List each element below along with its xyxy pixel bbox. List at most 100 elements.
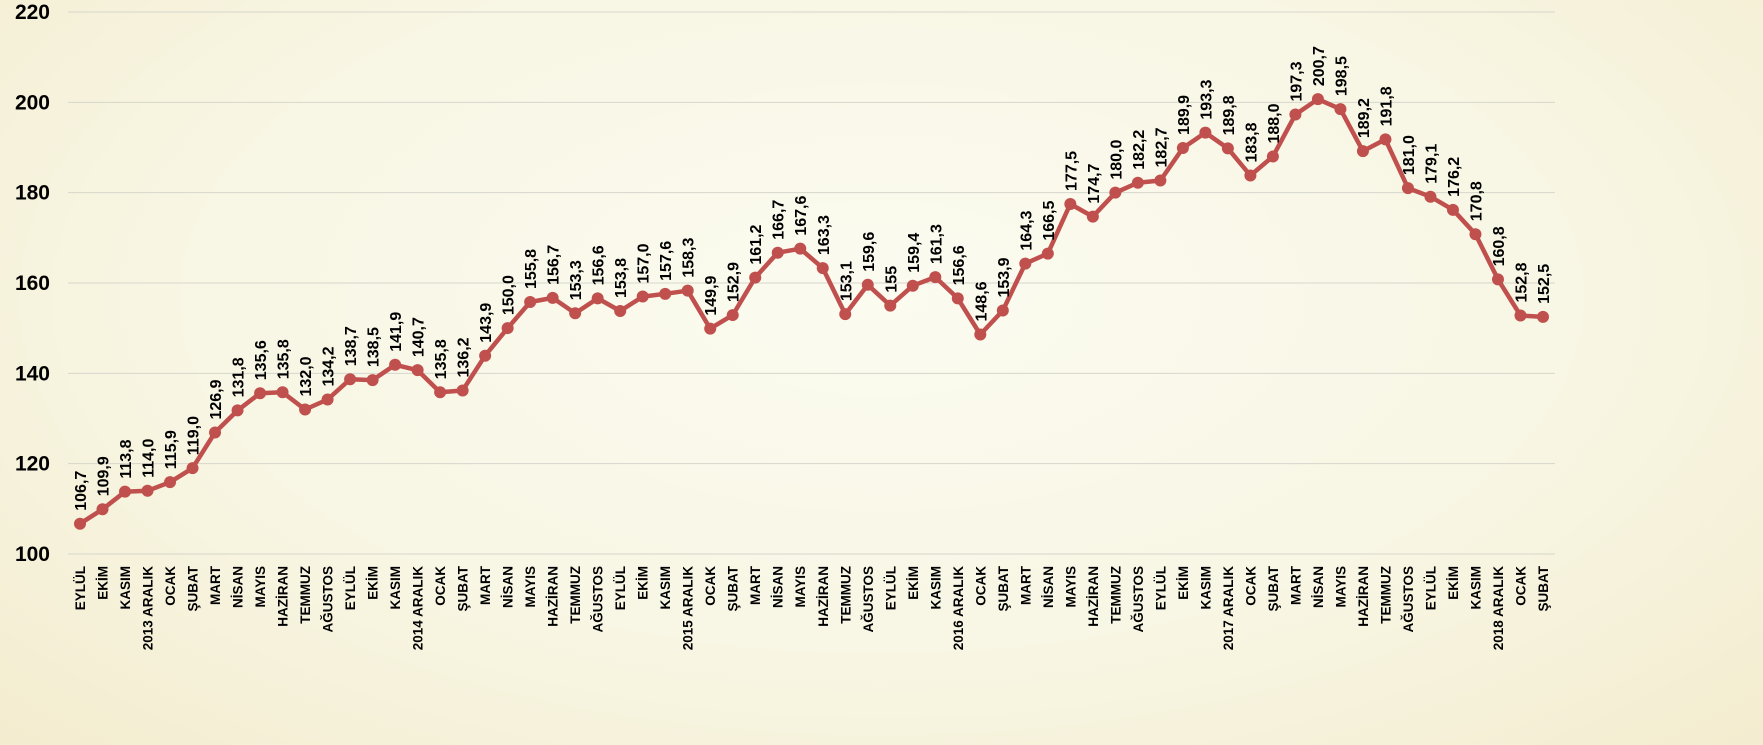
data-point: [614, 305, 627, 318]
data-label: 159,4: [906, 233, 923, 273]
data-point: [1334, 103, 1347, 116]
x-tick-label: AĞUSTOS: [1401, 566, 1416, 633]
data-point: [1424, 190, 1437, 203]
data-point: [906, 279, 919, 292]
data-label: 114,0: [141, 439, 158, 478]
data-label: 170,8: [1468, 181, 1485, 221]
gridlines: [68, 11, 1555, 555]
data-label: 149,9: [703, 275, 720, 315]
data-point: [231, 404, 244, 417]
data-point: [1176, 141, 1189, 154]
x-tick-label: MART: [208, 565, 223, 605]
data-point: [74, 517, 86, 530]
data-point: [1199, 126, 1212, 139]
data-label: 152,9: [726, 262, 743, 302]
data-label: 153,9: [996, 257, 1013, 297]
data-point: [726, 309, 739, 322]
data-label: 148,6: [973, 281, 990, 321]
x-tick-label: NİSAN: [1041, 566, 1056, 608]
x-tick-label: MART: [748, 565, 763, 605]
data-point: [1514, 309, 1527, 322]
data-label: 157,6: [658, 241, 675, 281]
data-point: [1537, 310, 1549, 323]
data-label: 191,8: [1378, 86, 1395, 126]
data-label: 164,3: [1018, 210, 1035, 250]
x-tick-label: EKİM: [366, 566, 381, 600]
data-point: [884, 299, 897, 312]
data-label: 115,9: [163, 430, 180, 469]
x-tick-label: MAYIS: [1063, 566, 1078, 608]
x-tick-label: KASIM: [658, 566, 673, 610]
x-tick-label: 2014 ARALIK: [411, 566, 426, 651]
data-label: 136,2: [456, 337, 473, 377]
x-tick-label: TEMMUZ: [1378, 566, 1393, 624]
y-tick-label: 160: [15, 272, 50, 295]
data-label: 143,9: [478, 303, 495, 343]
data-label: 134,2: [321, 346, 338, 386]
x-tick-label: EYLÜL: [1153, 566, 1168, 610]
data-labels: 106,7 109,9 113,8 114,0 115,9 119,0 126,9 131,8…: [73, 46, 1553, 511]
x-tick-label: OCAK: [1513, 566, 1528, 606]
data-label: 179,1: [1423, 144, 1440, 184]
x-tick-label: TEMMUZ: [568, 566, 583, 624]
data-label: 153,8: [613, 258, 630, 298]
data-point: [119, 485, 132, 498]
data-point: [1491, 273, 1504, 286]
data-label: 174,7: [1086, 163, 1103, 203]
data-point: [1469, 228, 1482, 241]
data-point: [456, 384, 469, 397]
x-tick-label: 2013 ARALIK: [141, 566, 156, 651]
data-label: 126,9: [208, 379, 225, 419]
data-point: [186, 462, 199, 475]
data-point: [681, 284, 694, 297]
x-tick-label: EYLÜL: [1423, 566, 1438, 610]
y-tick-label: 100: [15, 543, 50, 566]
data-label: 183,8: [1243, 122, 1260, 162]
data-label: 135,6: [253, 340, 270, 380]
x-tick-label: NİSAN: [231, 566, 246, 608]
data-point: [1266, 150, 1279, 163]
x-tick-label: AĞUSTOS: [591, 566, 606, 633]
data-label: 152,5: [1536, 264, 1553, 304]
data-label: 200,7: [1311, 46, 1328, 86]
data-label: 153,1: [838, 261, 855, 301]
data-label: 155: [883, 266, 900, 293]
x-tick-label: MART: [478, 565, 493, 605]
data-point: [749, 271, 762, 284]
data-label: 166,7: [771, 200, 788, 240]
data-label: 161,2: [748, 224, 765, 264]
data-label: 177,5: [1063, 151, 1080, 191]
data-label: 197,3: [1288, 61, 1305, 101]
x-tick-label: ŞUBAT: [726, 565, 741, 611]
data-point: [1109, 186, 1122, 199]
data-point: [996, 304, 1009, 317]
y-tick-label: 220: [15, 1, 50, 24]
x-tick-label: MAYIS: [253, 566, 268, 608]
x-tick-label: 2018 ARALIK: [1491, 566, 1506, 651]
data-label: 159,6: [861, 232, 878, 272]
data-label: 106,7: [73, 471, 90, 511]
data-label: 193,3: [1198, 79, 1215, 119]
data-point: [1379, 133, 1392, 146]
x-tick-label: OCAK: [973, 566, 988, 606]
data-point: [816, 262, 829, 275]
data-point: [591, 292, 604, 305]
data-point: [636, 290, 649, 303]
data-label: 189,8: [1221, 95, 1238, 135]
x-tick-label: NİSAN: [501, 566, 516, 608]
x-tick-label: OCAK: [433, 566, 448, 606]
x-tick-label: OCAK: [1243, 566, 1258, 606]
data-point: [164, 476, 177, 489]
data-label: 163,3: [816, 215, 833, 255]
x-tick-label: MAYIS: [523, 566, 538, 608]
data-point: [524, 295, 537, 308]
data-point: [704, 322, 717, 335]
data-point: [96, 503, 109, 516]
data-point: [1154, 174, 1167, 187]
x-tick-label: ŞUBAT: [996, 565, 1011, 611]
x-tick-label: ŞUBAT: [186, 565, 201, 611]
data-label: 138,5: [366, 327, 383, 367]
data-label: 182,2: [1131, 130, 1148, 170]
x-tick-label: KASIM: [118, 566, 133, 610]
